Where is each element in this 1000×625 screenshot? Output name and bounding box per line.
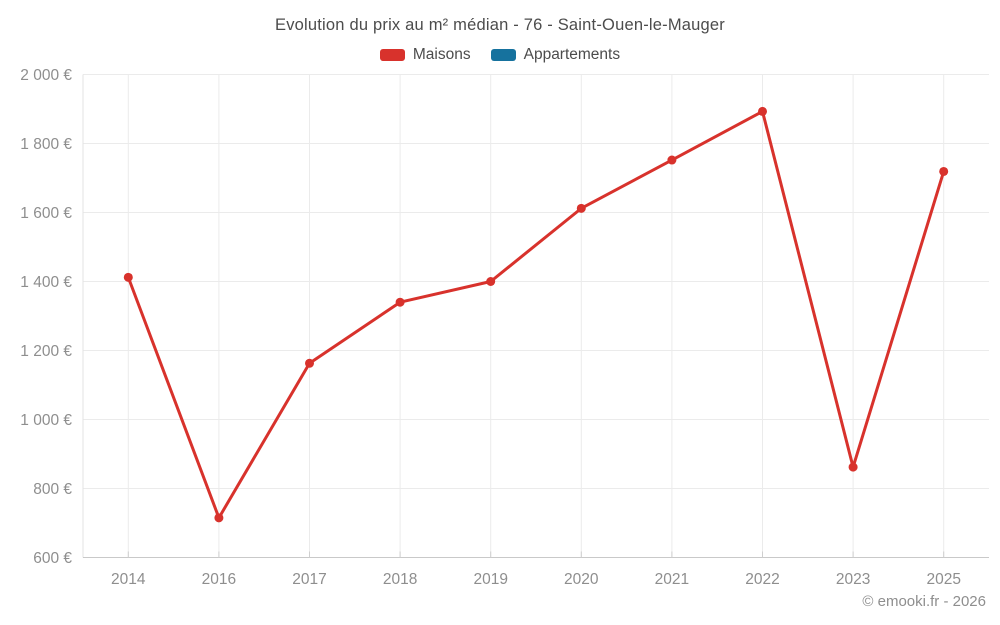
x-axis-tick-label: 2022: [745, 571, 779, 588]
y-axis-tick-label: 1 000 €: [20, 412, 72, 429]
y-axis-tick-label: 1 200 €: [20, 343, 72, 360]
data-point-2025[interactable]: [939, 166, 949, 176]
x-axis-tick-label: 2017: [292, 571, 326, 588]
data-point-2017[interactable]: [305, 358, 314, 368]
legend-label-appartements: Appartements: [523, 46, 621, 63]
data-point-2014[interactable]: [123, 272, 133, 282]
data-point-2021[interactable]: [667, 155, 677, 165]
x-axis-tick-label: 2014: [111, 571, 146, 588]
y-axis-tick-label: 1 600 €: [20, 205, 72, 222]
x-axis-tick-label: 2021: [655, 571, 689, 588]
x-axis-tick-label: 2019: [473, 571, 507, 588]
legend-item-maisons[interactable]: Maisons: [379, 46, 471, 64]
legend-item-appartements[interactable]: Appartements: [490, 46, 621, 64]
y-axis-tick-label: 2 000 €: [20, 67, 72, 84]
chart-title: Evolution du prix au m² médian - 76 - Sa…: [275, 16, 725, 34]
appartements-series-marker-icon: [490, 49, 516, 61]
data-point-2018[interactable]: [395, 297, 405, 307]
y-axis-tick-label: 1 800 €: [20, 136, 72, 153]
data-point-2019[interactable]: [486, 277, 496, 286]
y-axis-tick-label: 600 €: [33, 550, 72, 567]
data-point-2023[interactable]: [848, 462, 858, 472]
data-point-2022[interactable]: [758, 106, 767, 116]
maisons-series-marker-icon: [379, 49, 405, 61]
y-axis-tick-label: 800 €: [33, 481, 72, 498]
data-point-2016[interactable]: [214, 513, 224, 523]
x-axis-tick-label: 2018: [383, 571, 417, 588]
legend-label-maisons: Maisons: [412, 46, 471, 63]
x-axis-tick-label: 2016: [202, 571, 236, 588]
data-point-2020[interactable]: [576, 203, 586, 213]
copyright-notice: © emooki.fr - 2026: [862, 593, 986, 610]
x-axis-tick-label: 2025: [926, 571, 960, 588]
chart-legend: Maisons Appartements: [0, 44, 1000, 66]
x-axis-tick-label: 2023: [836, 571, 870, 588]
maisons-line: [126, 109, 946, 520]
y-axis-tick-label: 1 400 €: [20, 274, 72, 291]
x-axis-tick-label: 2020: [564, 571, 599, 588]
